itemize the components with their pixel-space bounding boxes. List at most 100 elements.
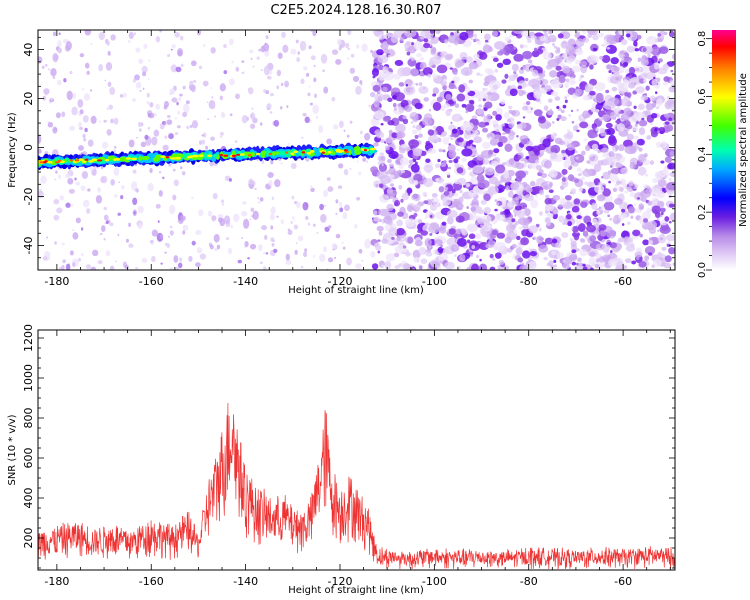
heatmap-blob bbox=[314, 93, 317, 98]
heatmap-blob bbox=[447, 216, 454, 225]
heatmap-blob bbox=[55, 170, 58, 174]
heatmap-blob bbox=[571, 225, 579, 233]
heatmap-blob bbox=[517, 85, 523, 90]
snr-x-tick-label: -160 bbox=[139, 575, 164, 588]
heatmap-blob bbox=[290, 48, 297, 55]
heatmap-blob bbox=[143, 43, 148, 49]
signal-band-peak bbox=[344, 150, 349, 154]
heatmap-blob bbox=[536, 48, 544, 55]
heatmap-blob bbox=[379, 194, 389, 203]
heatmap-blob bbox=[65, 173, 71, 179]
heatmap-blob bbox=[409, 88, 413, 92]
heatmap-blob bbox=[376, 49, 384, 56]
heatmap-blob bbox=[313, 64, 316, 68]
heatmap-blob bbox=[459, 189, 463, 194]
heatmap-blob bbox=[505, 185, 510, 191]
heatmap-blob bbox=[656, 98, 663, 107]
heatmap-blob bbox=[437, 252, 449, 262]
heatmap-blob bbox=[479, 263, 488, 270]
heatmap-blob bbox=[633, 105, 637, 109]
heatmap-blob bbox=[133, 32, 136, 36]
snr-background bbox=[38, 330, 675, 570]
heatmap-blob bbox=[52, 75, 56, 80]
heatmap-blob bbox=[515, 162, 525, 170]
heatmap-blob bbox=[49, 97, 55, 103]
heatmap-blob bbox=[263, 251, 266, 255]
signal-band-peak bbox=[57, 159, 62, 162]
heatmap-blob bbox=[626, 133, 634, 141]
heatmap-blob bbox=[660, 141, 667, 148]
heatmap-blob bbox=[52, 52, 59, 63]
heatmap-blob bbox=[425, 140, 431, 146]
heatmap-blob bbox=[132, 98, 136, 102]
heatmap-blob bbox=[451, 128, 458, 134]
heatmap-blob bbox=[528, 261, 537, 270]
heatmap-blob bbox=[627, 82, 636, 89]
heatmap-blob bbox=[609, 173, 618, 182]
heatmap-blob bbox=[520, 262, 523, 265]
heatmap-blob bbox=[182, 224, 189, 231]
snr-y-tick-label: 600 bbox=[22, 448, 35, 469]
heatmap-blob bbox=[269, 213, 275, 221]
heatmap-blob bbox=[464, 86, 471, 93]
heatmap-blob bbox=[561, 168, 568, 175]
heatmap-blob bbox=[662, 81, 669, 86]
heatmap-blob bbox=[178, 262, 183, 269]
heatmap-blob bbox=[412, 124, 416, 129]
signal-band-peak bbox=[97, 159, 103, 162]
heatmap-blob bbox=[669, 150, 675, 157]
heatmap-blob bbox=[620, 38, 628, 46]
heatmap-blob bbox=[271, 196, 274, 201]
heatmap-blob bbox=[195, 229, 202, 235]
heatmap-blob bbox=[612, 216, 621, 225]
heatmap-blob bbox=[58, 174, 62, 180]
heatmap-blob bbox=[594, 82, 606, 91]
heatmap-blob bbox=[209, 244, 214, 250]
heatmap-blob bbox=[456, 137, 464, 143]
heatmap-blob bbox=[388, 227, 398, 237]
heatmap-blob bbox=[170, 64, 178, 73]
heatmap-blob bbox=[450, 134, 454, 138]
heatmap-blob bbox=[454, 103, 460, 109]
heatmap-blob bbox=[488, 167, 493, 172]
heatmap-blob bbox=[655, 91, 658, 95]
heatmap-blob bbox=[668, 86, 675, 93]
heatmap-blob bbox=[602, 152, 610, 158]
heatmap-blob bbox=[492, 84, 499, 90]
heatmap-blob bbox=[601, 175, 604, 179]
heatmap-blob bbox=[485, 243, 491, 249]
heatmap-blob bbox=[172, 194, 177, 201]
heatmap-blob bbox=[296, 57, 301, 63]
heatmap-blob bbox=[44, 151, 49, 155]
heatmap-y-tick-label: 40 bbox=[22, 43, 35, 57]
heatmap-blob bbox=[601, 114, 611, 122]
heatmap-blob bbox=[425, 158, 431, 163]
heatmap-blob bbox=[121, 185, 125, 190]
snr-chart: -180 -160 -140 -120 -100 -80 -60 200 400 600 800 10… bbox=[7, 324, 676, 596]
heatmap-blob bbox=[188, 255, 193, 262]
heatmap-blob bbox=[259, 197, 264, 202]
heatmap-blob bbox=[304, 248, 307, 252]
heatmap-blob bbox=[518, 226, 523, 230]
heatmap-blob bbox=[516, 235, 521, 241]
heatmap-blob bbox=[506, 118, 512, 123]
heatmap-blob bbox=[492, 153, 497, 157]
heatmap-blob bbox=[214, 115, 216, 118]
heatmap-blob bbox=[521, 250, 531, 259]
heatmap-blob bbox=[442, 84, 447, 91]
heatmap-blob bbox=[113, 167, 120, 176]
heatmap-blob bbox=[438, 186, 445, 193]
heatmap-blob bbox=[473, 136, 483, 144]
heatmap-blob bbox=[313, 77, 317, 83]
heatmap-blob bbox=[80, 227, 84, 231]
heatmap-blob bbox=[494, 252, 502, 259]
snr-y-tick-label: 1000 bbox=[22, 364, 35, 392]
heatmap-blob bbox=[575, 218, 582, 225]
heatmap-blob bbox=[84, 127, 88, 133]
heatmap-y-tick-label: 20 bbox=[22, 92, 35, 106]
heatmap-blob bbox=[495, 107, 503, 116]
heatmap-blob bbox=[497, 141, 504, 147]
heatmap-blob bbox=[260, 69, 263, 72]
heatmap-blob bbox=[576, 215, 582, 220]
heatmap-blob bbox=[346, 257, 352, 266]
